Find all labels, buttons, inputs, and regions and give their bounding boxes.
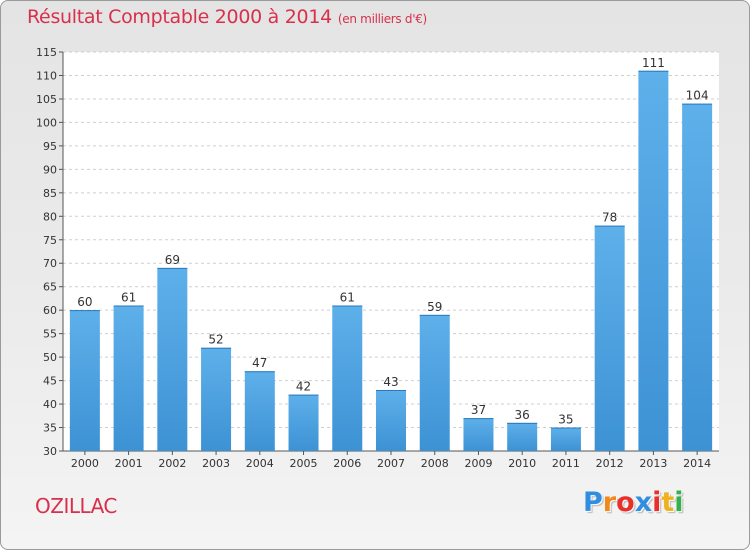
bar — [244, 371, 275, 451]
x-tick-label: 2002 — [158, 457, 186, 470]
brand-letter: t — [661, 487, 675, 518]
bar — [550, 427, 581, 451]
bar — [507, 422, 538, 451]
bar-value-label: 61 — [121, 290, 136, 304]
y-tick-label: 45 — [43, 375, 57, 388]
x-tick-label: 2006 — [333, 457, 361, 470]
bar — [419, 314, 450, 451]
bar-value-label: 59 — [427, 300, 442, 314]
y-tick-label: 110 — [36, 69, 57, 82]
brand-logo: Proxiti — [583, 487, 684, 518]
x-tick-label: 2001 — [115, 457, 143, 470]
bar-value-label: 43 — [383, 375, 398, 389]
brand-letter: i — [652, 487, 662, 518]
y-tick-label: 115 — [36, 46, 57, 59]
bar-value-label: 35 — [558, 413, 573, 427]
y-tick-label: 65 — [43, 281, 57, 294]
y-tick-label: 80 — [43, 210, 57, 223]
x-tick-label: 2008 — [421, 457, 449, 470]
y-tick-label: 40 — [43, 398, 57, 411]
bar — [332, 305, 363, 451]
bar-value-label: 47 — [252, 356, 267, 370]
x-tick-label: 2004 — [246, 457, 274, 470]
y-tick-label: 95 — [43, 140, 57, 153]
brand-letter: r — [602, 487, 617, 518]
bar — [288, 394, 319, 451]
brand-letter: i — [674, 487, 684, 518]
x-tick-label: 2000 — [71, 457, 99, 470]
y-tick-label: 90 — [43, 163, 57, 176]
y-tick-label: 100 — [36, 116, 57, 129]
y-tick-label: 70 — [43, 257, 57, 270]
bar — [638, 70, 669, 451]
x-tick-label: 2012 — [596, 457, 624, 470]
bar — [463, 418, 494, 451]
bar-value-label: 52 — [208, 333, 223, 347]
chart-subtitle: (en milliers d'€) — [337, 12, 427, 26]
y-tick-label: 50 — [43, 351, 57, 364]
bar — [682, 103, 713, 452]
bar — [69, 310, 100, 451]
y-tick-label: 85 — [43, 187, 57, 200]
y-tick-label: 35 — [43, 422, 57, 435]
y-tick-label: 75 — [43, 234, 57, 247]
bar-value-label: 37 — [471, 403, 486, 417]
y-tick-label: 105 — [36, 93, 57, 106]
bar — [157, 267, 188, 451]
bar-value-label: 36 — [515, 408, 530, 422]
x-tick-label: 2003 — [202, 457, 230, 470]
x-tick-label: 2010 — [508, 457, 536, 470]
x-tick-label: 2007 — [377, 457, 405, 470]
bar-value-label: 60 — [77, 295, 92, 309]
bar — [376, 389, 406, 451]
x-tick-label: 2009 — [464, 457, 492, 470]
bar-value-label: 78 — [602, 211, 617, 225]
x-tick-label: 2011 — [552, 457, 580, 470]
y-tick-label: 60 — [43, 304, 57, 317]
bar — [594, 225, 625, 451]
bar-value-label: 111 — [642, 56, 665, 70]
x-tick-label: 2005 — [290, 457, 318, 470]
brand-letter: x — [634, 487, 653, 518]
y-tick-label: 55 — [43, 328, 57, 341]
chart-title: Résultat Comptable 2000 à 2014 (en millie… — [27, 6, 427, 28]
bar-value-label: 42 — [296, 380, 311, 394]
x-tick-label: 2013 — [639, 457, 667, 470]
y-tick-label: 30 — [43, 445, 57, 458]
bar — [201, 347, 232, 451]
x-tick-label: 2014 — [683, 457, 711, 470]
commune-name: OZILLAC — [35, 494, 117, 518]
brand-letter: P — [583, 487, 603, 518]
bar-value-label: 61 — [340, 290, 355, 304]
bar — [113, 305, 144, 451]
bar-value-label: 104 — [686, 89, 709, 103]
brand-letter: o — [616, 487, 635, 518]
bar-value-label: 69 — [165, 253, 180, 267]
